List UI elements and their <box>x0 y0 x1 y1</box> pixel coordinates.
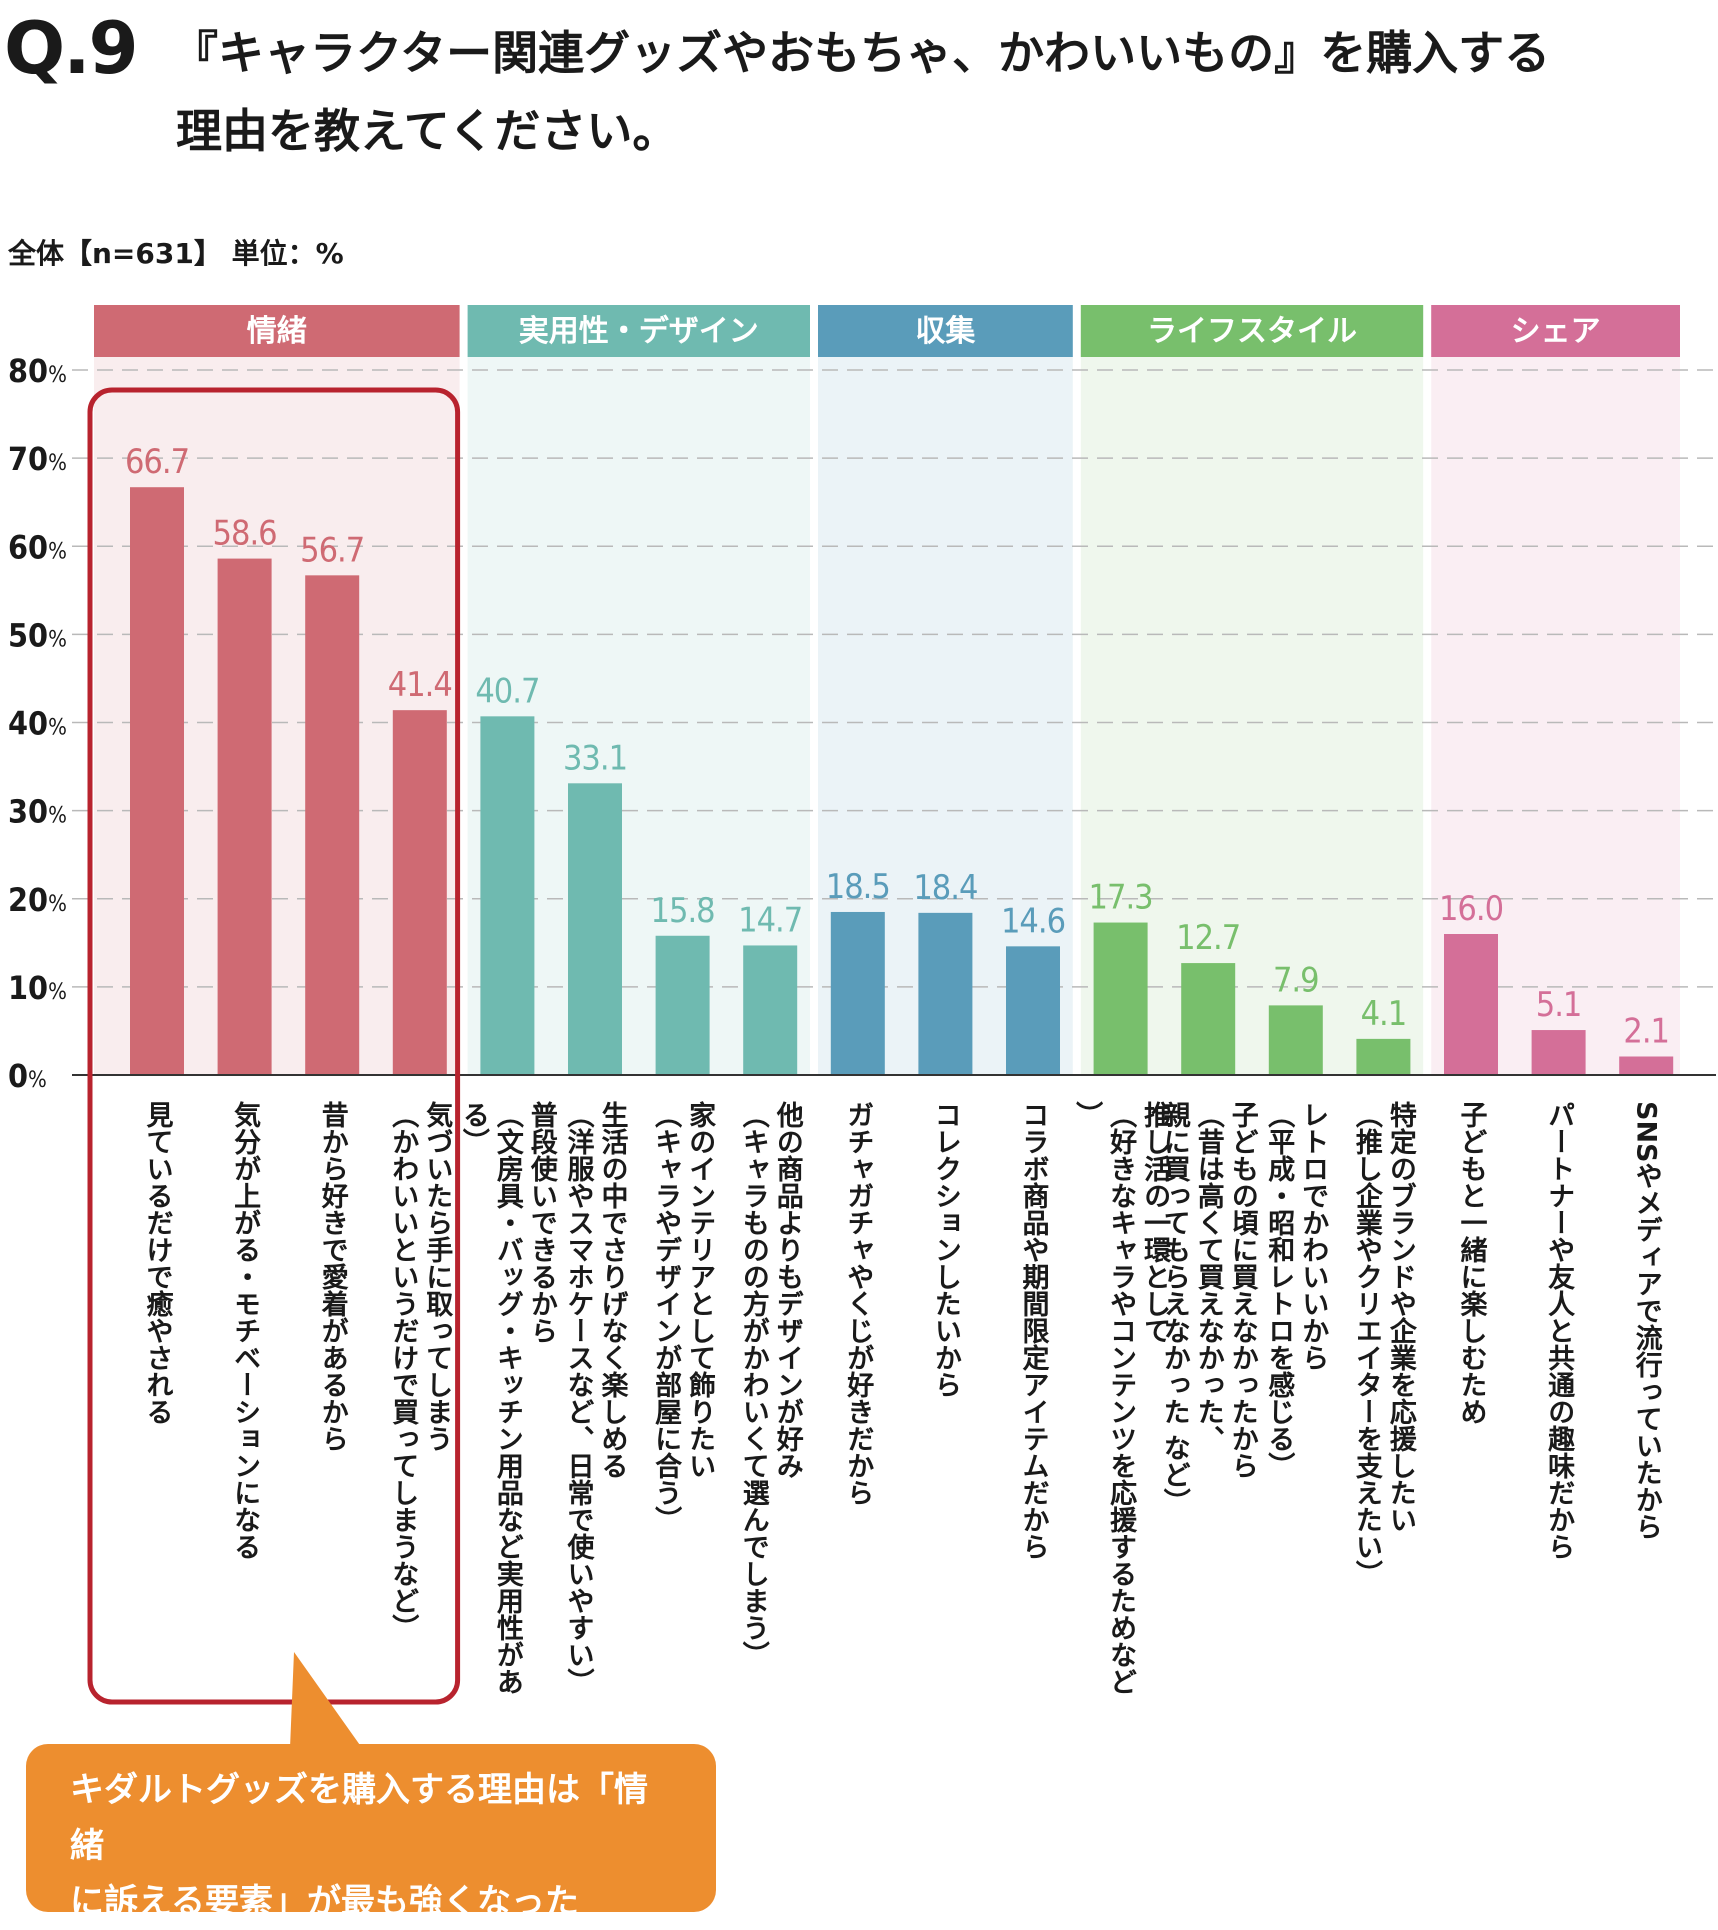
bar <box>1006 946 1060 1075</box>
bar <box>1356 1038 1411 1075</box>
category-label: る） <box>458 1101 490 1155</box>
y-tick-label: 20% <box>8 881 67 919</box>
bar <box>1268 1005 1323 1075</box>
category-label: （推し企業やクリエイターを支えたい） <box>1351 1101 1383 1587</box>
value-label: 14.6 <box>1001 901 1065 941</box>
group-header-label-1: 実用性・デザイン <box>519 314 759 349</box>
y-tick-label: 80% <box>8 352 67 390</box>
category-label: 気づいたら手に取ってしまう <box>421 1100 453 1452</box>
value-label: 17.3 <box>1089 878 1153 918</box>
category-label: SNSやメディアで流行っていたから <box>1631 1101 1664 1541</box>
group-header-2 <box>818 305 1073 357</box>
category-label: （キャラものの方がかわいくて選んでしまう） <box>738 1101 770 1668</box>
bar <box>1444 934 1498 1075</box>
bar <box>568 783 622 1075</box>
category-label: （昔は高くて買えなかった、 <box>1193 1101 1225 1452</box>
bar <box>918 912 973 1075</box>
group-header-label-3: ライフスタイル <box>1147 314 1357 349</box>
category-label: （洋服やスマホケースなど、日常で使いやすい） <box>563 1101 596 1695</box>
category-label: ガチャガチャやくじが好きだから <box>842 1101 875 1506</box>
value-label: 4.1 <box>1361 994 1407 1034</box>
value-label: 18.4 <box>913 868 977 908</box>
category-label: 子どもと一緒に楽しむため <box>1456 1101 1488 1425</box>
category-label: ） <box>1071 1101 1103 1128</box>
callout-line2: に訴える要素」が最も強くなった <box>70 1882 579 1922</box>
y-tick-label: 70% <box>8 440 67 478</box>
question-title-line1: 『キャラクター関連グッズやおもちゃ、かわいいもの』を購入する <box>172 26 1551 80</box>
value-label: 14.7 <box>738 900 802 940</box>
category-label: レトロでかわいいから <box>1297 1101 1328 1371</box>
category-label: 見ているだけで癒やされる <box>142 1101 174 1425</box>
group-header-3 <box>1080 305 1424 357</box>
callout-text: キダルトグッズを購入する理由は「情緒 に訴える要素」が最も強くなった <box>26 1762 716 1930</box>
sample-size-note: 全体【n=631】 単位：% <box>8 237 344 270</box>
callout-box <box>26 1744 716 1912</box>
callout-pointer <box>290 1652 362 1748</box>
bar <box>1181 963 1236 1075</box>
question-title-line2: 理由を教えてください。 <box>176 104 679 158</box>
group-header-0 <box>94 305 460 357</box>
question-number: Q.9 <box>4 6 139 90</box>
y-tick-label: 40% <box>8 705 67 743</box>
category-label: 親に買ってもらえなかった など） <box>1159 1101 1191 1516</box>
y-tick-label: 0% <box>8 1057 47 1095</box>
highlight-frame <box>87 387 461 1705</box>
bar-chart: 情緒 実用性・デザイン 収集 ライフスタイル シェア 0% 10% 20% 30% 40% 50% 6… <box>8 305 1716 1705</box>
bar <box>1619 1056 1674 1075</box>
value-label: 18.5 <box>826 867 890 907</box>
value-label: 41.4 <box>388 665 452 705</box>
group-header-1 <box>467 305 810 357</box>
value-label: 58.6 <box>213 514 277 554</box>
category-label: （好きなキャラやコンテンツを応援するためなど <box>1105 1101 1138 1695</box>
y-tick-label: 30% <box>8 793 67 831</box>
category-label: コレクションしたいから <box>930 1101 961 1398</box>
value-label: 56.7 <box>300 530 364 570</box>
bar <box>830 911 885 1075</box>
group-header-label-4: シェア <box>1511 314 1601 349</box>
y-tick-label: 60% <box>8 528 67 566</box>
bar <box>655 935 710 1075</box>
category-label: パートナーや友人と共通の趣味だから <box>1543 1101 1576 1560</box>
bar <box>392 710 447 1075</box>
category-label: 子どもの頃に買えなかったから <box>1227 1101 1259 1479</box>
y-tick-label: 10% <box>8 969 67 1007</box>
value-label: 33.1 <box>563 738 627 778</box>
value-label: 12.7 <box>1176 918 1240 958</box>
bar <box>217 558 272 1075</box>
group-header-label-0: 情緒 <box>247 314 307 349</box>
category-label: 家のインテリアとして飾りたい <box>684 1100 716 1479</box>
bar <box>1531 1030 1586 1075</box>
value-label: 2.1 <box>1623 1011 1669 1051</box>
value-label: 7.9 <box>1273 960 1319 1000</box>
category-label: 普段使いできるから <box>526 1100 559 1344</box>
value-label: 5.1 <box>1536 985 1582 1025</box>
group-header-4 <box>1431 305 1680 357</box>
callout-line1: キダルトグッズを購入する理由は「情緒 <box>70 1770 648 1866</box>
category-label: 他の商品よりもデザインが好み <box>772 1101 805 1479</box>
question-title: 『キャラクター関連グッズやおもちゃ、かわいいもの』を購入する 理由を教えてくださ… <box>172 14 1672 170</box>
category-label: 特定のブランドや企業を応援したい <box>1385 1101 1417 1533</box>
y-tick-label: 50% <box>8 616 67 654</box>
value-label: 40.7 <box>475 671 539 711</box>
bar <box>305 575 360 1075</box>
category-label: （文房具・バッグ・キッチン用品など実用性があ <box>492 1101 524 1695</box>
category-label: 気分が上がる・モチベーションになる <box>229 1100 261 1560</box>
value-label: 66.7 <box>125 442 189 482</box>
category-label: （平成・昭和レトロを感じる） <box>1263 1101 1295 1479</box>
bar <box>130 487 184 1075</box>
category-label: コラボ商品や期間限定アイテムだから <box>1018 1101 1050 1560</box>
value-label: 16.0 <box>1439 889 1503 929</box>
bar <box>1093 922 1148 1075</box>
bar <box>480 716 535 1075</box>
value-label: 15.8 <box>651 891 715 931</box>
category-label: （かわいいというだけで買ってしまうなど） <box>387 1101 419 1641</box>
category-label: 推し活の一環として <box>1139 1101 1171 1344</box>
category-label: 生活の中でさりげなく楽しめる <box>597 1101 629 1479</box>
bar <box>743 945 798 1075</box>
category-label: 昔から好きで愛着があるから <box>317 1101 350 1452</box>
category-label: （キャラやデザインが部屋に合う） <box>650 1101 682 1533</box>
group-header-label-2: 収集 <box>915 314 976 349</box>
